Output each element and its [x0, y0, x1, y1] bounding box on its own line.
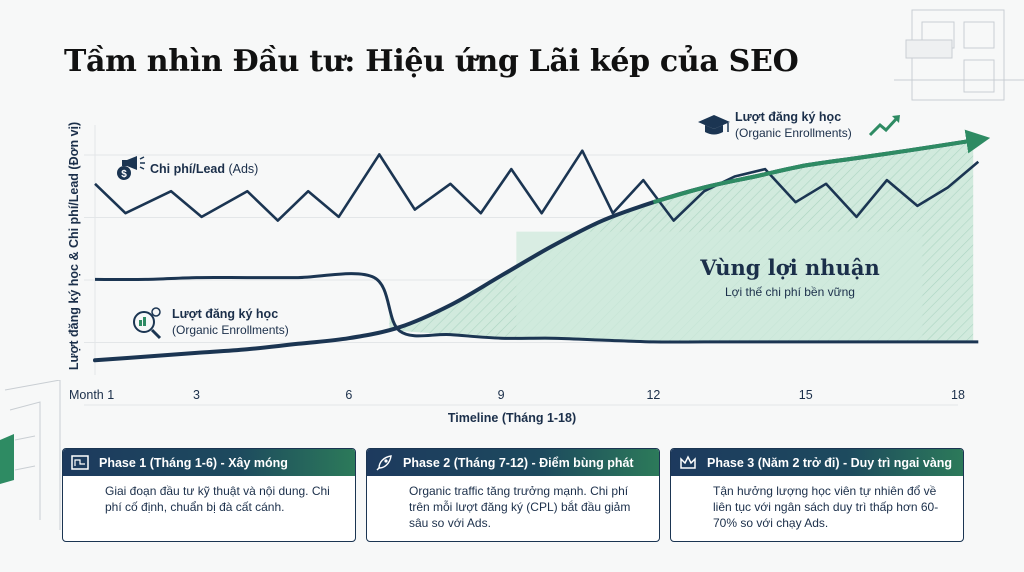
x-tick-label: 6 — [345, 388, 352, 402]
phase-card-1-header: Phase 1 (Tháng 1-6) - Xây móng — [63, 449, 355, 476]
legend-organic-left: Lượt đăng ký học (Organic Enrollments) — [133, 307, 289, 340]
graduation-cap-icon — [698, 115, 730, 135]
svg-text:$: $ — [121, 169, 127, 180]
phase-card-3: Phase 3 (Năm 2 trở đi) - Duy trì ngai và… — [670, 448, 964, 542]
profit-zone-title: Vùng lợi nhuận — [699, 255, 879, 280]
trend-up-icon — [868, 115, 900, 137]
phase-card-1-text: Giai đoạn đầu tư kỹ thuật và nội dung. C… — [105, 484, 330, 514]
building-sketch-top-right — [894, 9, 1024, 101]
phase-card-3-header: Phase 3 (Năm 2 trở đi) - Duy trì ngai và… — [671, 449, 963, 476]
megaphone-icon: $ — [117, 156, 145, 180]
legend-organic-right-title: Lượt đăng ký học — [735, 110, 841, 124]
legend-organic-left-sub: (Organic Enrollments) — [172, 323, 289, 337]
legend-ads: $ Chi phí/Lead (Ads) — [117, 156, 258, 180]
profit-area-layer — [389, 140, 974, 342]
phase-card-2-header: Phase 2 (Tháng 7-12) - Điểm bùng phát — [367, 449, 659, 476]
blueprint-icon — [71, 454, 89, 472]
x-tick-label: 18 — [951, 388, 965, 402]
rocket-icon — [375, 454, 393, 472]
crown-icon — [679, 454, 697, 472]
profit-area-fill — [516, 231, 923, 341]
gear-magnifier-icon — [133, 307, 162, 340]
x-axis-label: Timeline (Tháng 1-18) — [448, 411, 576, 425]
building-sketch-bottom-left — [0, 380, 61, 530]
page-title: Tầm nhìn Đầu tư: Hiệu ứng Lãi kép của SE… — [64, 44, 799, 79]
x-axis-label-text: Timeline (Tháng 1-18) — [448, 411, 576, 425]
profit-zone-subtitle: Lợi thế chi phí bền vững — [725, 285, 855, 299]
x-tick-label: 9 — [498, 388, 505, 402]
phase-card-3-text: Tận hưởng lượng học viên tự nhiên đổ về … — [713, 484, 939, 530]
phase-card-2-text: Organic traffic tăng trưởng mạnh. Chi ph… — [409, 484, 631, 530]
legend-organic-right-sub: (Organic Enrollments) — [735, 126, 852, 140]
y-axis-label: Lượt đăng ký học & Chi phí/Lead (Đơn vị) — [67, 122, 81, 370]
series-line-cpl-decline — [94, 272, 979, 344]
seo-compound-chart: Month 1 3 6 9 12 15 18 Lượt đăng ký học & Chi … — [67, 110, 991, 425]
series-layer — [93, 129, 991, 363]
phase-card-1: Phase 1 (Tháng 1-6) - Xây móng Giai đoạn… — [62, 448, 356, 542]
series-line-organic-arrow — [652, 129, 991, 205]
series-line-ads — [94, 149, 980, 222]
phase-card-3-title: Phase 3 (Năm 2 trở đi) - Duy trì ngai và… — [707, 455, 953, 470]
legend-organic-right: Lượt đăng ký học (Organic Enrollments) — [698, 110, 900, 140]
legend-ads-label: Chi phí/Lead (Ads) — [150, 162, 258, 176]
phase-card-2-title: Phase 2 (Tháng 7-12) - Điểm bùng phát — [403, 455, 634, 470]
legend-organic-left-title: Lượt đăng ký học — [172, 307, 278, 321]
x-tick-label: 12 — [646, 388, 660, 402]
phase-card-2: Phase 2 (Tháng 7-12) - Điểm bùng phát Or… — [366, 448, 660, 542]
x-tick-label: Month 1 — [69, 388, 114, 402]
phase-card-1-title: Phase 1 (Tháng 1-6) - Xây móng — [99, 455, 288, 470]
x-tick-label: 3 — [193, 388, 200, 402]
x-tick-label: 15 — [799, 388, 813, 402]
tick-layer: Month 1 3 6 9 12 15 18 — [69, 388, 965, 402]
